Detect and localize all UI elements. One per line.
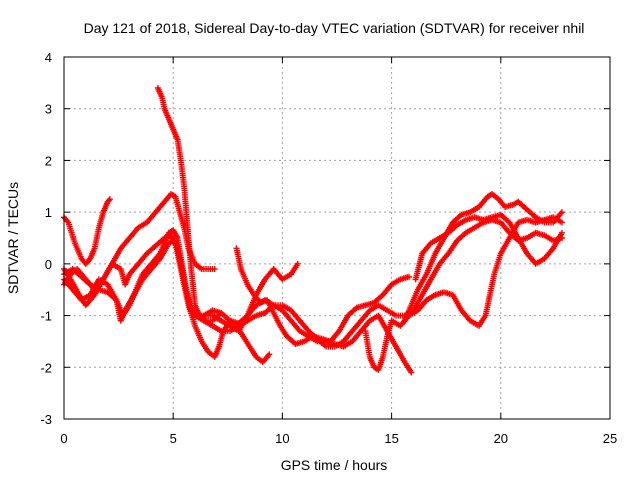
series-track-8 [200, 260, 301, 327]
series-track-7 [233, 245, 413, 347]
data-point [558, 209, 565, 216]
data-point [294, 260, 301, 267]
x-tick-label: 25 [603, 431, 617, 446]
data-point [266, 351, 273, 358]
data-point [105, 197, 112, 204]
series-track-10 [401, 191, 565, 324]
data-point [558, 229, 565, 236]
data-point [558, 219, 565, 226]
data-point [211, 266, 218, 273]
y-tick-label: -1 [40, 309, 52, 324]
data-points [61, 85, 565, 376]
y-tick-label: 2 [45, 153, 52, 168]
axis-ticks: 0 5 10 15 20 25 -3 -2 -1 0 1 2 3 4 [40, 50, 617, 446]
data-point [406, 273, 413, 280]
x-tick-label: 15 [384, 431, 398, 446]
x-tick-label: 10 [275, 431, 289, 446]
chart-title: Day 121 of 2018, Sidereal Day-to-day VTE… [84, 20, 585, 36]
y-tick-label: 1 [45, 205, 52, 220]
y-axis-label: SDTVAR / TECUs [5, 182, 21, 294]
series-track-6 [154, 85, 223, 324]
x-axis-label: GPS time / hours [281, 457, 388, 473]
y-tick-label: 3 [45, 102, 52, 117]
x-tick-label: 0 [60, 431, 67, 446]
y-tick-label: 4 [45, 50, 52, 65]
y-tick-label: 0 [45, 257, 52, 272]
plot-frame [63, 56, 611, 420]
series-track-1 [61, 196, 113, 267]
y-tick-label: -3 [40, 412, 52, 427]
x-tick-label: 5 [170, 431, 177, 446]
series-track-9 [362, 214, 565, 373]
x-tick-label: 20 [494, 431, 508, 446]
y-tick-label: -2 [40, 360, 52, 375]
data-point [106, 196, 113, 203]
series-track-11 [412, 211, 565, 283]
data-point [408, 369, 415, 376]
